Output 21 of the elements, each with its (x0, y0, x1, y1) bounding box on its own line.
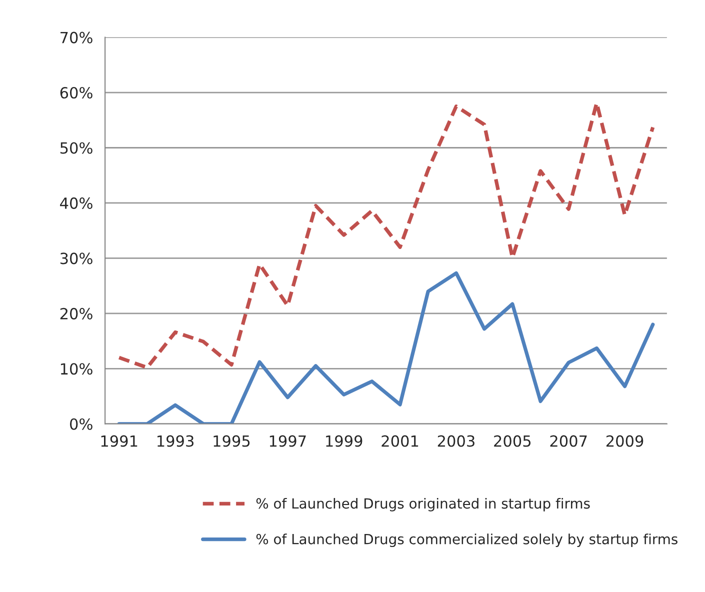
x-tick-label: 2007 (550, 435, 587, 447)
y-tick-label: 70% (60, 32, 92, 44)
y-tick-label: 40% (60, 197, 92, 209)
y-tick-label: 0% (70, 418, 92, 430)
x-tick-label: 2009 (606, 435, 644, 447)
y-tick-label: 20% (60, 308, 92, 320)
y-tick-label: 60% (60, 86, 92, 99)
x-tick-label: 2005 (494, 435, 531, 447)
line-series (117, 271, 655, 424)
x-tick-label: 1995 (214, 435, 250, 447)
x-tick-label: 1999 (326, 435, 362, 447)
x-tick-label: 1991 (101, 435, 138, 447)
x-tick-label: 2003 (438, 435, 474, 447)
legend-label: % of Launched Drugs commercialized solely by startup firms (256, 534, 678, 548)
x-tick-label: 1997 (270, 435, 306, 447)
x-tick-label: 2001 (382, 435, 418, 447)
y-tick-label: 30% (60, 252, 92, 264)
legend-label: % of Launched Drugs originated in startup firms (256, 498, 590, 512)
x-tick-label: 1993 (158, 435, 194, 447)
y-tick-label: 50% (60, 142, 92, 154)
y-tick-label: 10% (60, 363, 92, 375)
